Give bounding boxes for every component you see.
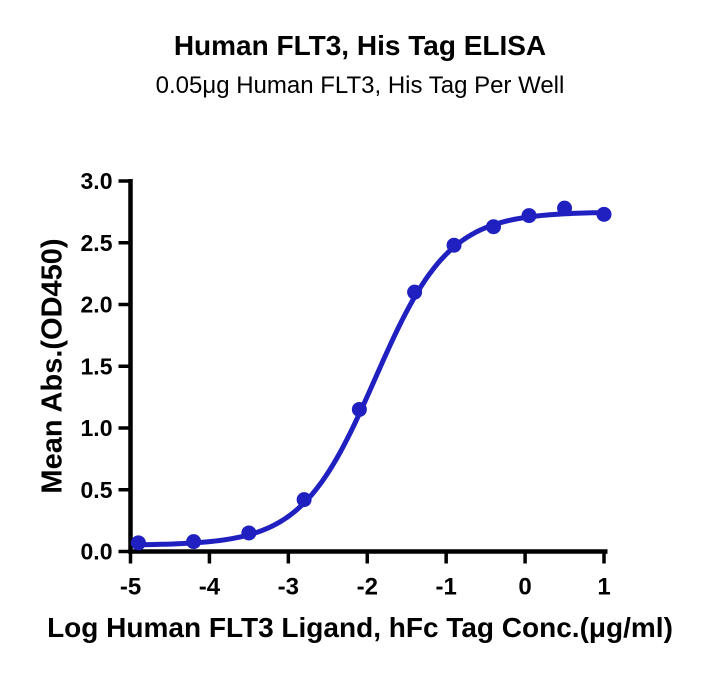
y-tick-label: 2.0 (81, 292, 113, 318)
x-tick-label: 0 (518, 574, 531, 601)
data-point (486, 219, 502, 235)
y-tick-label: 2.5 (81, 230, 113, 256)
x-tick-label: -4 (199, 574, 221, 601)
y-tick-label: 0.0 (81, 539, 113, 565)
y-tick-label: 1.0 (81, 415, 113, 441)
x-tick-label: -5 (120, 574, 141, 601)
chart-title: Human FLT3, His Tag ELISA (173, 30, 547, 61)
data-point (351, 401, 367, 417)
x-tick-label: -1 (435, 574, 456, 601)
y-tick-label: 3.0 (81, 168, 113, 194)
data-point (186, 534, 202, 550)
y-tick-label: 0.5 (81, 477, 113, 503)
x-tick-label: -3 (278, 574, 299, 601)
x-tick-label: 1 (597, 574, 610, 601)
data-point (557, 200, 573, 216)
data-point (130, 535, 146, 551)
data-point (596, 206, 612, 222)
data-point (241, 525, 257, 541)
x-tick-label: -2 (357, 574, 378, 601)
data-point (407, 284, 423, 300)
fit-curve (135, 210, 607, 548)
data-point (446, 237, 462, 253)
data-point (521, 208, 537, 224)
x-axis-label: Log Human FLT3 Ligand, hFc Tag Conc.(μg/… (47, 612, 673, 643)
data-point (296, 492, 312, 508)
chart-subtitle: 0.05μg Human FLT3, His Tag Per Well (155, 72, 565, 99)
y-tick-label: 1.5 (81, 353, 113, 379)
